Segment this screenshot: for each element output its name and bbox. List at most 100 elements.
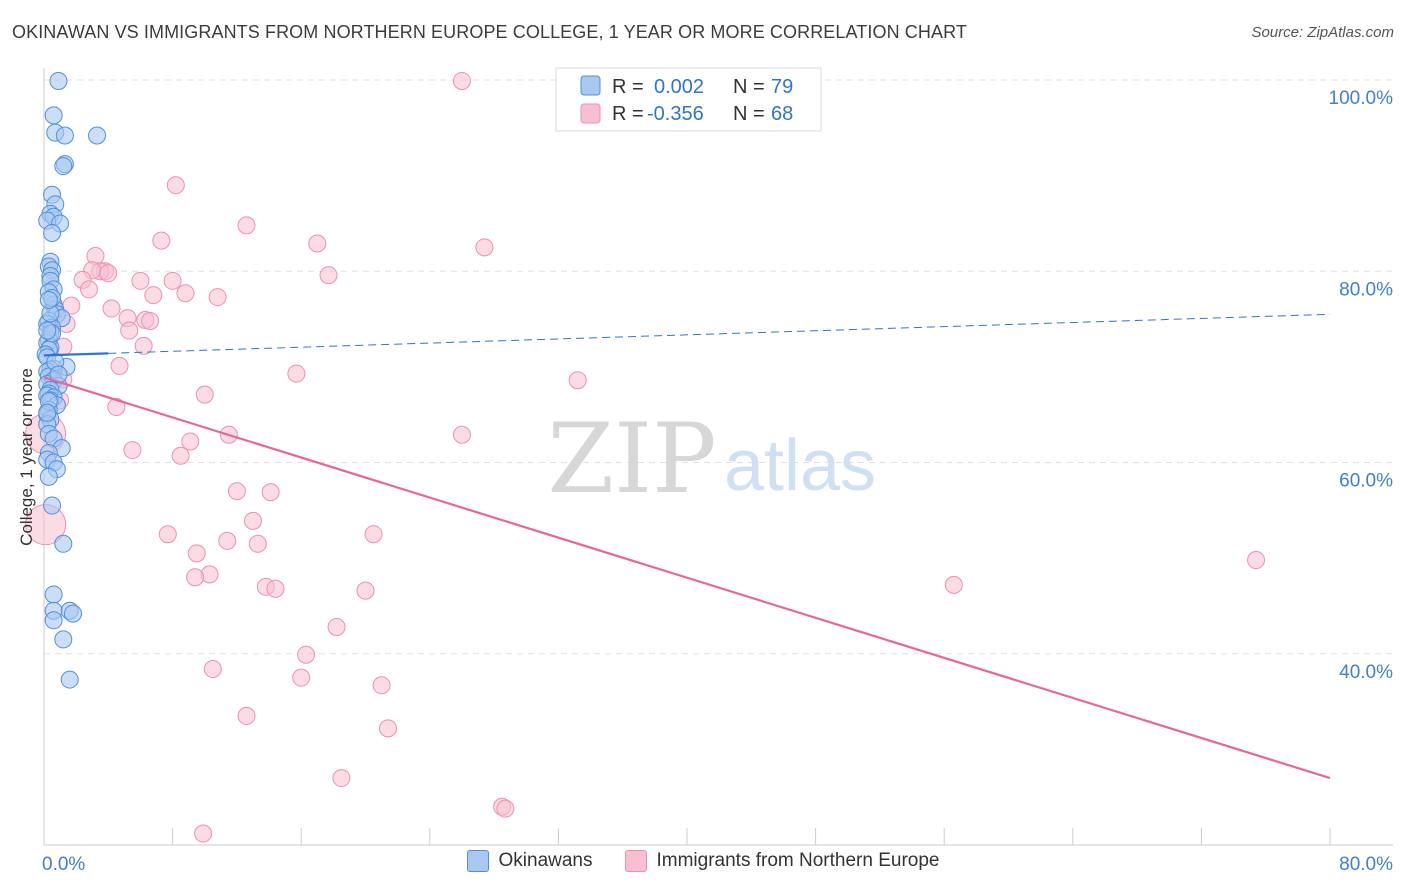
point-northern-europe-58 (297, 645, 316, 664)
point-northern-europe-16 (176, 284, 195, 303)
point-northern-europe-10 (99, 264, 118, 283)
legend-item-northern-europe[interactable]: Immigrants from Northern Europe (624, 850, 940, 872)
point-northern-europe-34 (107, 398, 126, 417)
point-northern-europe-20 (102, 299, 121, 318)
source-label: Source: ZipAtlas.com (1251, 24, 1394, 41)
point-northern-europe-26 (134, 336, 153, 355)
y-tick-label-0: 100.0% (1329, 88, 1394, 109)
legend-swatch-pink (624, 850, 647, 872)
point-northern-europe-50 (1247, 551, 1266, 570)
y-tick-label-1: 80.0% (1339, 279, 1393, 300)
top-legend: R = 0.002 N = 79 R = -0.356 N = 68 (555, 67, 822, 132)
legend-n-label-okinawans: N = (733, 76, 765, 98)
watermark: ZIP atlas (547, 403, 876, 515)
point-northern-europe-42 (261, 483, 280, 502)
point-northern-europe-45 (158, 525, 177, 544)
point-northern-europe-4 (475, 238, 494, 257)
legend-r-value-okinawans: 0.002 (654, 76, 704, 98)
legend-label-okinawans: Okinawans (498, 850, 593, 871)
watermark-zip: ZIP (547, 403, 716, 515)
point-northern-europe-63 (379, 719, 398, 738)
legend-n-value-northern-europe: 68 (771, 103, 793, 125)
y-tick-label-2: 60.0% (1339, 471, 1393, 492)
trend-lines (43, 313, 1331, 780)
point-northern-europe-41 (227, 482, 246, 501)
point-northern-europe-49 (187, 544, 206, 563)
point-northern-europe-39 (123, 441, 142, 460)
legend-item-okinawans[interactable]: Okinawans (466, 850, 593, 872)
point-okinawans-63 (44, 585, 63, 604)
bottom-legend: Okinawans Immigrants from Northern Europ… (0, 850, 1406, 872)
point-northern-europe-1 (166, 176, 185, 195)
point-northern-europe-28 (110, 356, 129, 375)
point-northern-europe-43 (243, 511, 262, 530)
point-northern-europe-15 (80, 280, 99, 299)
point-northern-europe-57 (327, 617, 346, 636)
point-okinawans-60 (39, 467, 58, 486)
point-northern-europe-59 (203, 660, 222, 679)
point-northern-europe-23 (141, 311, 160, 330)
point-northern-europe-25 (120, 321, 139, 340)
point-okinawans-4 (88, 126, 107, 145)
point-okinawans-1 (44, 106, 63, 125)
point-northern-europe-67 (194, 824, 213, 843)
legend-r-value-northern-europe: -0.356 (647, 103, 704, 125)
point-northern-europe-5 (152, 231, 171, 250)
point-northern-europe-30 (568, 371, 587, 390)
legend-swatch-northern-europe (580, 103, 601, 124)
legend-swatch-okinawans (580, 75, 601, 96)
point-okinawans-6 (54, 157, 73, 176)
point-northern-europe-17 (144, 286, 163, 305)
point-okinawans-78 (38, 403, 57, 422)
point-northern-europe-3 (308, 234, 327, 253)
point-okinawans-13 (43, 224, 62, 242)
point-okinawans-75 (38, 321, 57, 340)
point-northern-europe-47 (218, 531, 237, 550)
point-okinawans-67 (44, 611, 63, 630)
point-northern-europe-0 (452, 71, 471, 90)
point-northern-europe-62 (237, 706, 256, 725)
trend-line-okinawans-dashed (108, 313, 1331, 354)
point-northern-europe-40 (171, 446, 190, 465)
point-northern-europe-12 (131, 271, 150, 290)
axes (43, 68, 1393, 846)
series-okinawans-points (36, 71, 107, 689)
legend-n-value-okinawans: 79 (771, 76, 793, 98)
tick-labels: 100.0% 80.0% 60.0% 40.0% 0.0% 80.0% (42, 88, 1393, 875)
point-northern-europe-64 (332, 769, 351, 788)
point-okinawans-68 (54, 630, 73, 649)
point-northern-europe-32 (195, 385, 214, 404)
point-northern-europe-14 (319, 266, 338, 285)
point-northern-europe-66 (496, 799, 515, 818)
y-tick-label-3: 40.0% (1339, 662, 1393, 683)
point-northern-europe-55 (944, 575, 963, 594)
point-northern-europe-13 (163, 271, 182, 290)
point-northern-europe-48 (248, 534, 267, 553)
point-northern-europe-52 (186, 568, 205, 587)
point-northern-europe-37 (452, 425, 471, 444)
point-okinawans-61 (43, 496, 62, 515)
chart-title: OKINAWAN VS IMMIGRANTS FROM NORTHERN EUR… (12, 22, 967, 42)
legend-n-label-northern-europe: N = (733, 103, 765, 125)
point-northern-europe-56 (356, 581, 375, 600)
point-northern-europe-46 (364, 525, 383, 544)
legend-label-northern-europe: Immigrants from Northern Europe (656, 850, 940, 871)
point-okinawans-0 (49, 71, 68, 90)
watermark-atlas: atlas (724, 426, 876, 506)
point-okinawans-74 (39, 290, 58, 309)
x-tick-label-0: 0.0% (42, 854, 85, 875)
legend-r-label-okinawans: R = (612, 76, 644, 98)
gridlines (44, 79, 1393, 655)
point-northern-europe-60 (292, 668, 311, 687)
point-northern-europe-54 (266, 579, 285, 598)
point-okinawans-69 (60, 670, 79, 689)
point-okinawans-66 (63, 604, 82, 623)
legend-swatch-blue (466, 850, 489, 872)
point-okinawans-62 (54, 534, 73, 553)
y-axis-label: College, 1 year or more (17, 368, 36, 546)
legend-r-label-northern-europe: R = (612, 103, 644, 125)
point-northern-europe-18 (208, 288, 227, 307)
x-tick-label-1: 80.0% (1339, 854, 1393, 875)
point-northern-europe-61 (372, 676, 391, 695)
